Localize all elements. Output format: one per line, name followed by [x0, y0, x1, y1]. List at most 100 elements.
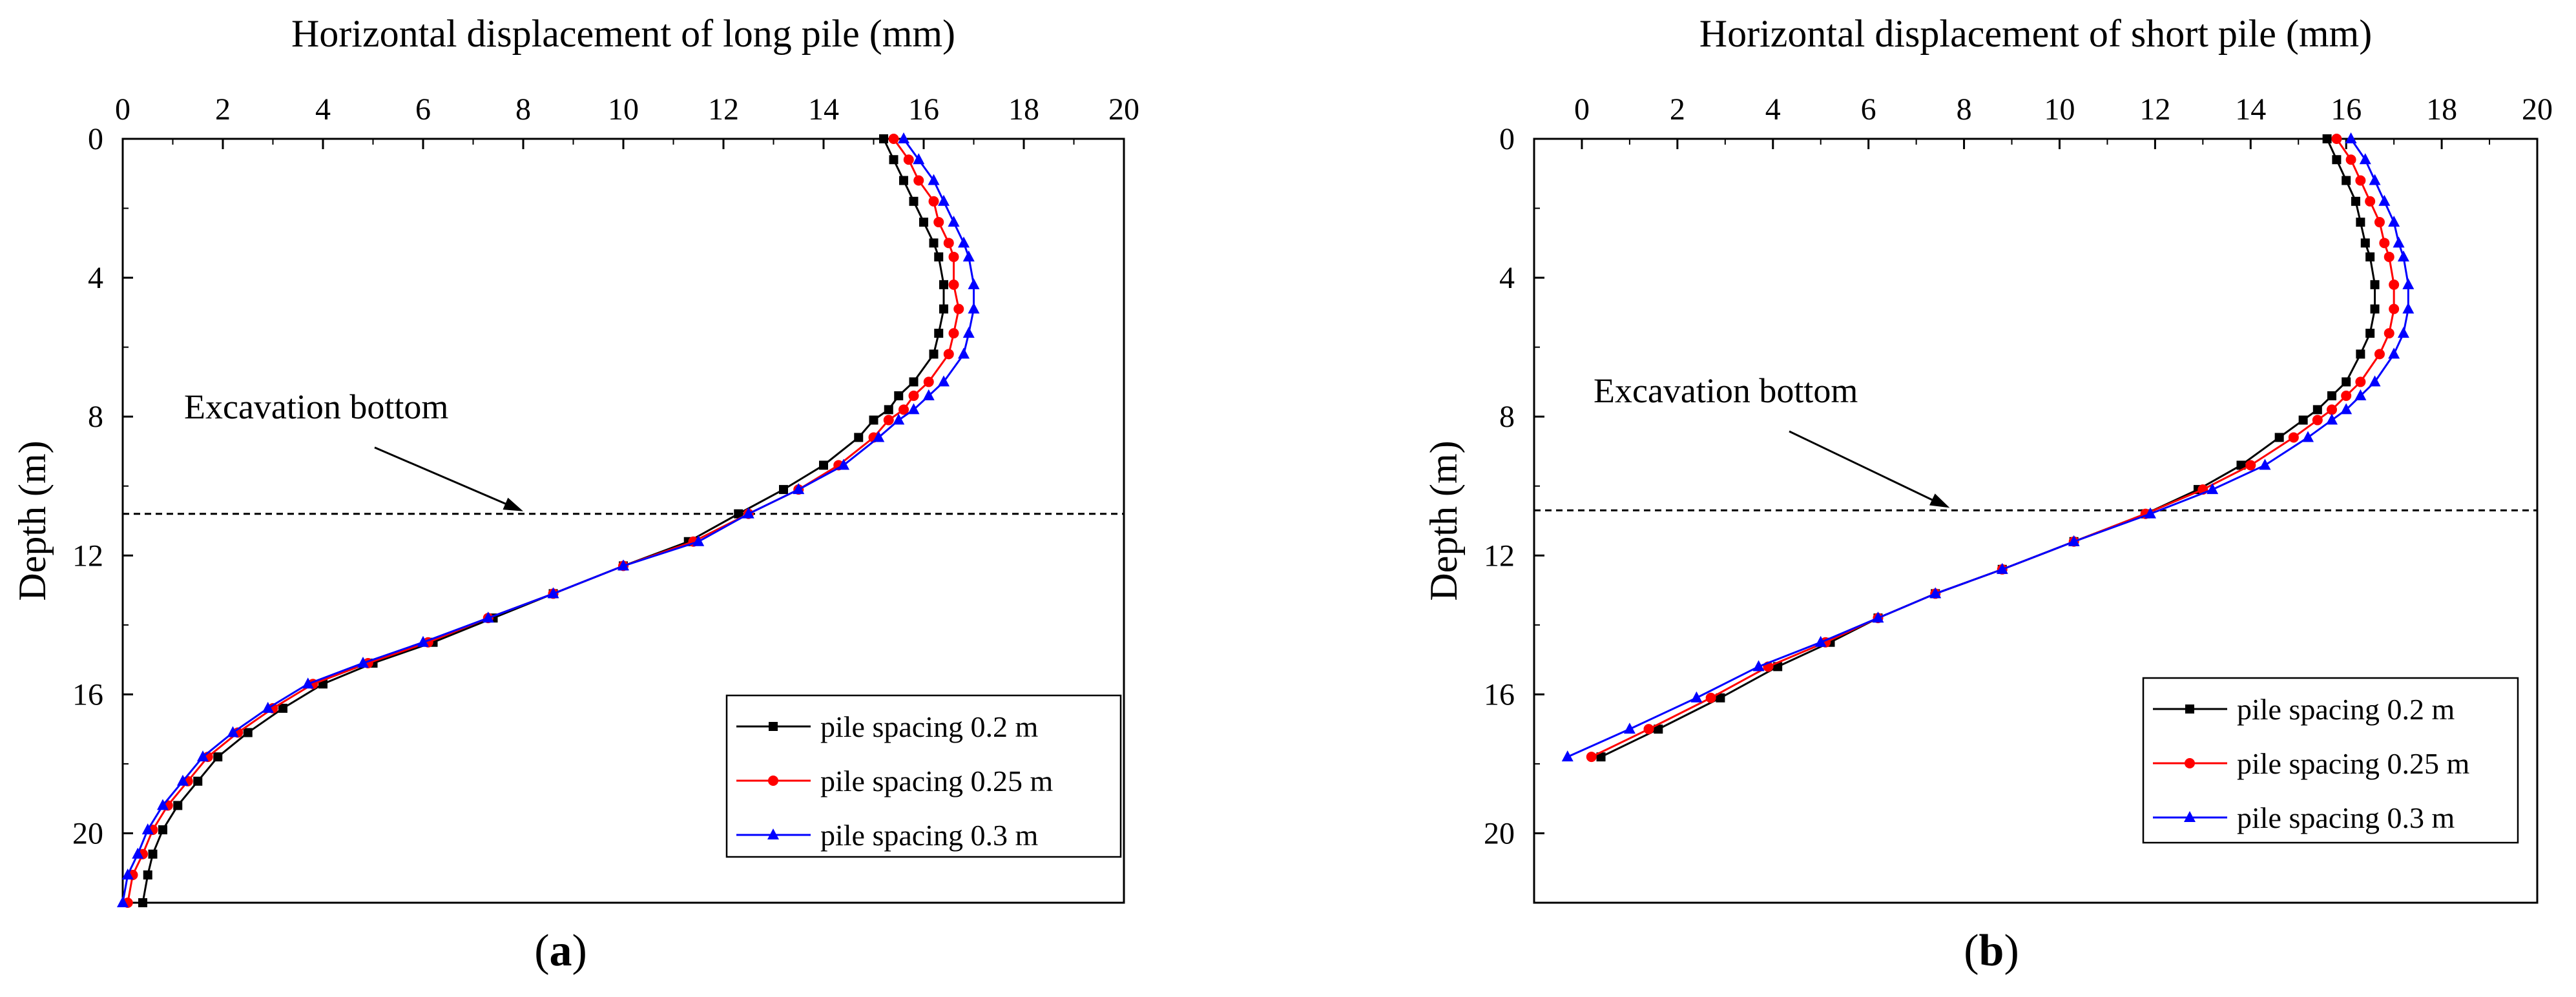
x-tick-label: 0 — [115, 92, 130, 127]
data-point — [2312, 415, 2323, 426]
y-tick-label: 20 — [72, 816, 103, 850]
x-tick-label: 18 — [2426, 92, 2457, 127]
data-point — [2388, 216, 2400, 227]
data-point — [618, 559, 629, 571]
annotation-arrowhead — [1929, 493, 1950, 508]
annotation-text: Excavation bottom — [184, 387, 448, 426]
y-tick-label: 16 — [1484, 677, 1515, 712]
data-point — [1996, 562, 2008, 574]
data-point — [2393, 236, 2405, 248]
data-point — [2326, 413, 2338, 425]
data-point — [888, 134, 899, 144]
data-point — [838, 458, 849, 470]
data-point — [227, 726, 239, 737]
annotation-arrow — [374, 446, 516, 509]
data-point — [2356, 218, 2365, 227]
data-point — [2259, 458, 2271, 470]
data-point — [1596, 752, 1606, 762]
data-point — [2378, 194, 2391, 206]
data-point — [2365, 252, 2375, 262]
data-point — [2369, 375, 2381, 387]
data-point — [923, 376, 934, 387]
data-point — [2288, 432, 2299, 443]
legend-label: pile spacing 0.2 m — [820, 710, 1038, 743]
data-point — [138, 898, 147, 907]
data-point — [742, 507, 754, 519]
data-point — [2384, 251, 2394, 262]
data-point — [1716, 693, 1725, 703]
annotation-text: Excavation bottom — [1594, 371, 1858, 410]
data-point — [2402, 302, 2415, 314]
data-point — [1643, 724, 1654, 735]
panel-label-letter: a — [550, 926, 572, 976]
annotation-arrowhead — [503, 497, 523, 511]
data-point — [1654, 725, 1663, 734]
data-point — [933, 217, 944, 228]
data-point — [922, 389, 935, 400]
data-point — [2298, 415, 2308, 425]
data-point — [117, 896, 129, 907]
legend-label: pile spacing 0.3 m — [820, 819, 1038, 852]
data-point — [302, 677, 314, 689]
data-point — [929, 349, 939, 359]
x-tick-label: 10 — [608, 92, 639, 127]
legend-marker — [768, 776, 778, 786]
x-axis-title: Horizontal displacement of long pile (mm… — [291, 12, 955, 55]
data-point — [1561, 750, 1574, 762]
x-tick-label: 20 — [1108, 92, 1139, 127]
data-point — [148, 849, 158, 859]
data-point — [243, 728, 253, 737]
data-point — [213, 752, 223, 762]
data-point — [968, 278, 980, 289]
legend: pile spacing 0.2 m pile spacing 0.25 m pil… — [2142, 677, 2519, 844]
data-point — [2365, 329, 2375, 338]
legend-marker — [767, 828, 779, 839]
x-tick-label: 18 — [1008, 92, 1039, 127]
x-tick-label: 2 — [1670, 92, 1685, 127]
series-line — [1600, 138, 2376, 758]
data-point — [919, 218, 928, 227]
data-point — [141, 823, 154, 835]
data-point — [908, 403, 920, 415]
data-point — [2397, 250, 2409, 262]
series-circle — [122, 134, 964, 908]
x-tick-label: 14 — [808, 92, 839, 127]
data-point — [889, 155, 898, 165]
series-line — [1567, 138, 2409, 758]
data-point — [948, 328, 959, 339]
data-point — [2359, 153, 2371, 165]
data-point — [898, 132, 909, 143]
panel-label-letter: b — [1979, 926, 2004, 976]
data-point — [898, 404, 909, 415]
data-point — [958, 347, 970, 359]
data-point — [934, 329, 944, 338]
data-point — [873, 431, 885, 442]
data-point — [909, 196, 919, 206]
data-point — [2355, 175, 2366, 186]
data-point — [2384, 328, 2394, 339]
series-triangle — [1561, 132, 2415, 762]
data-point — [2351, 196, 2360, 206]
data-point — [2274, 433, 2284, 442]
data-point — [893, 413, 905, 425]
data-point — [2365, 196, 2376, 207]
data-point — [879, 134, 888, 143]
x-tick-label: 8 — [515, 92, 531, 127]
data-point — [547, 587, 559, 599]
data-point — [357, 656, 369, 668]
y-tick-label: 4 — [1499, 261, 1515, 295]
data-point — [2345, 154, 2356, 165]
data-point — [2332, 155, 2342, 165]
data-point — [734, 509, 743, 519]
series-circle — [1586, 134, 2400, 763]
legend-marker — [2185, 704, 2194, 714]
data-point — [854, 433, 864, 442]
data-point — [2402, 278, 2415, 289]
y-axis-title: Depth (m) — [11, 440, 54, 601]
data-point — [2341, 390, 2352, 401]
x-tick-label: 8 — [1957, 92, 1972, 127]
y-tick-label: 0 — [1499, 122, 1515, 156]
data-point — [132, 847, 144, 859]
data-point — [939, 280, 948, 289]
